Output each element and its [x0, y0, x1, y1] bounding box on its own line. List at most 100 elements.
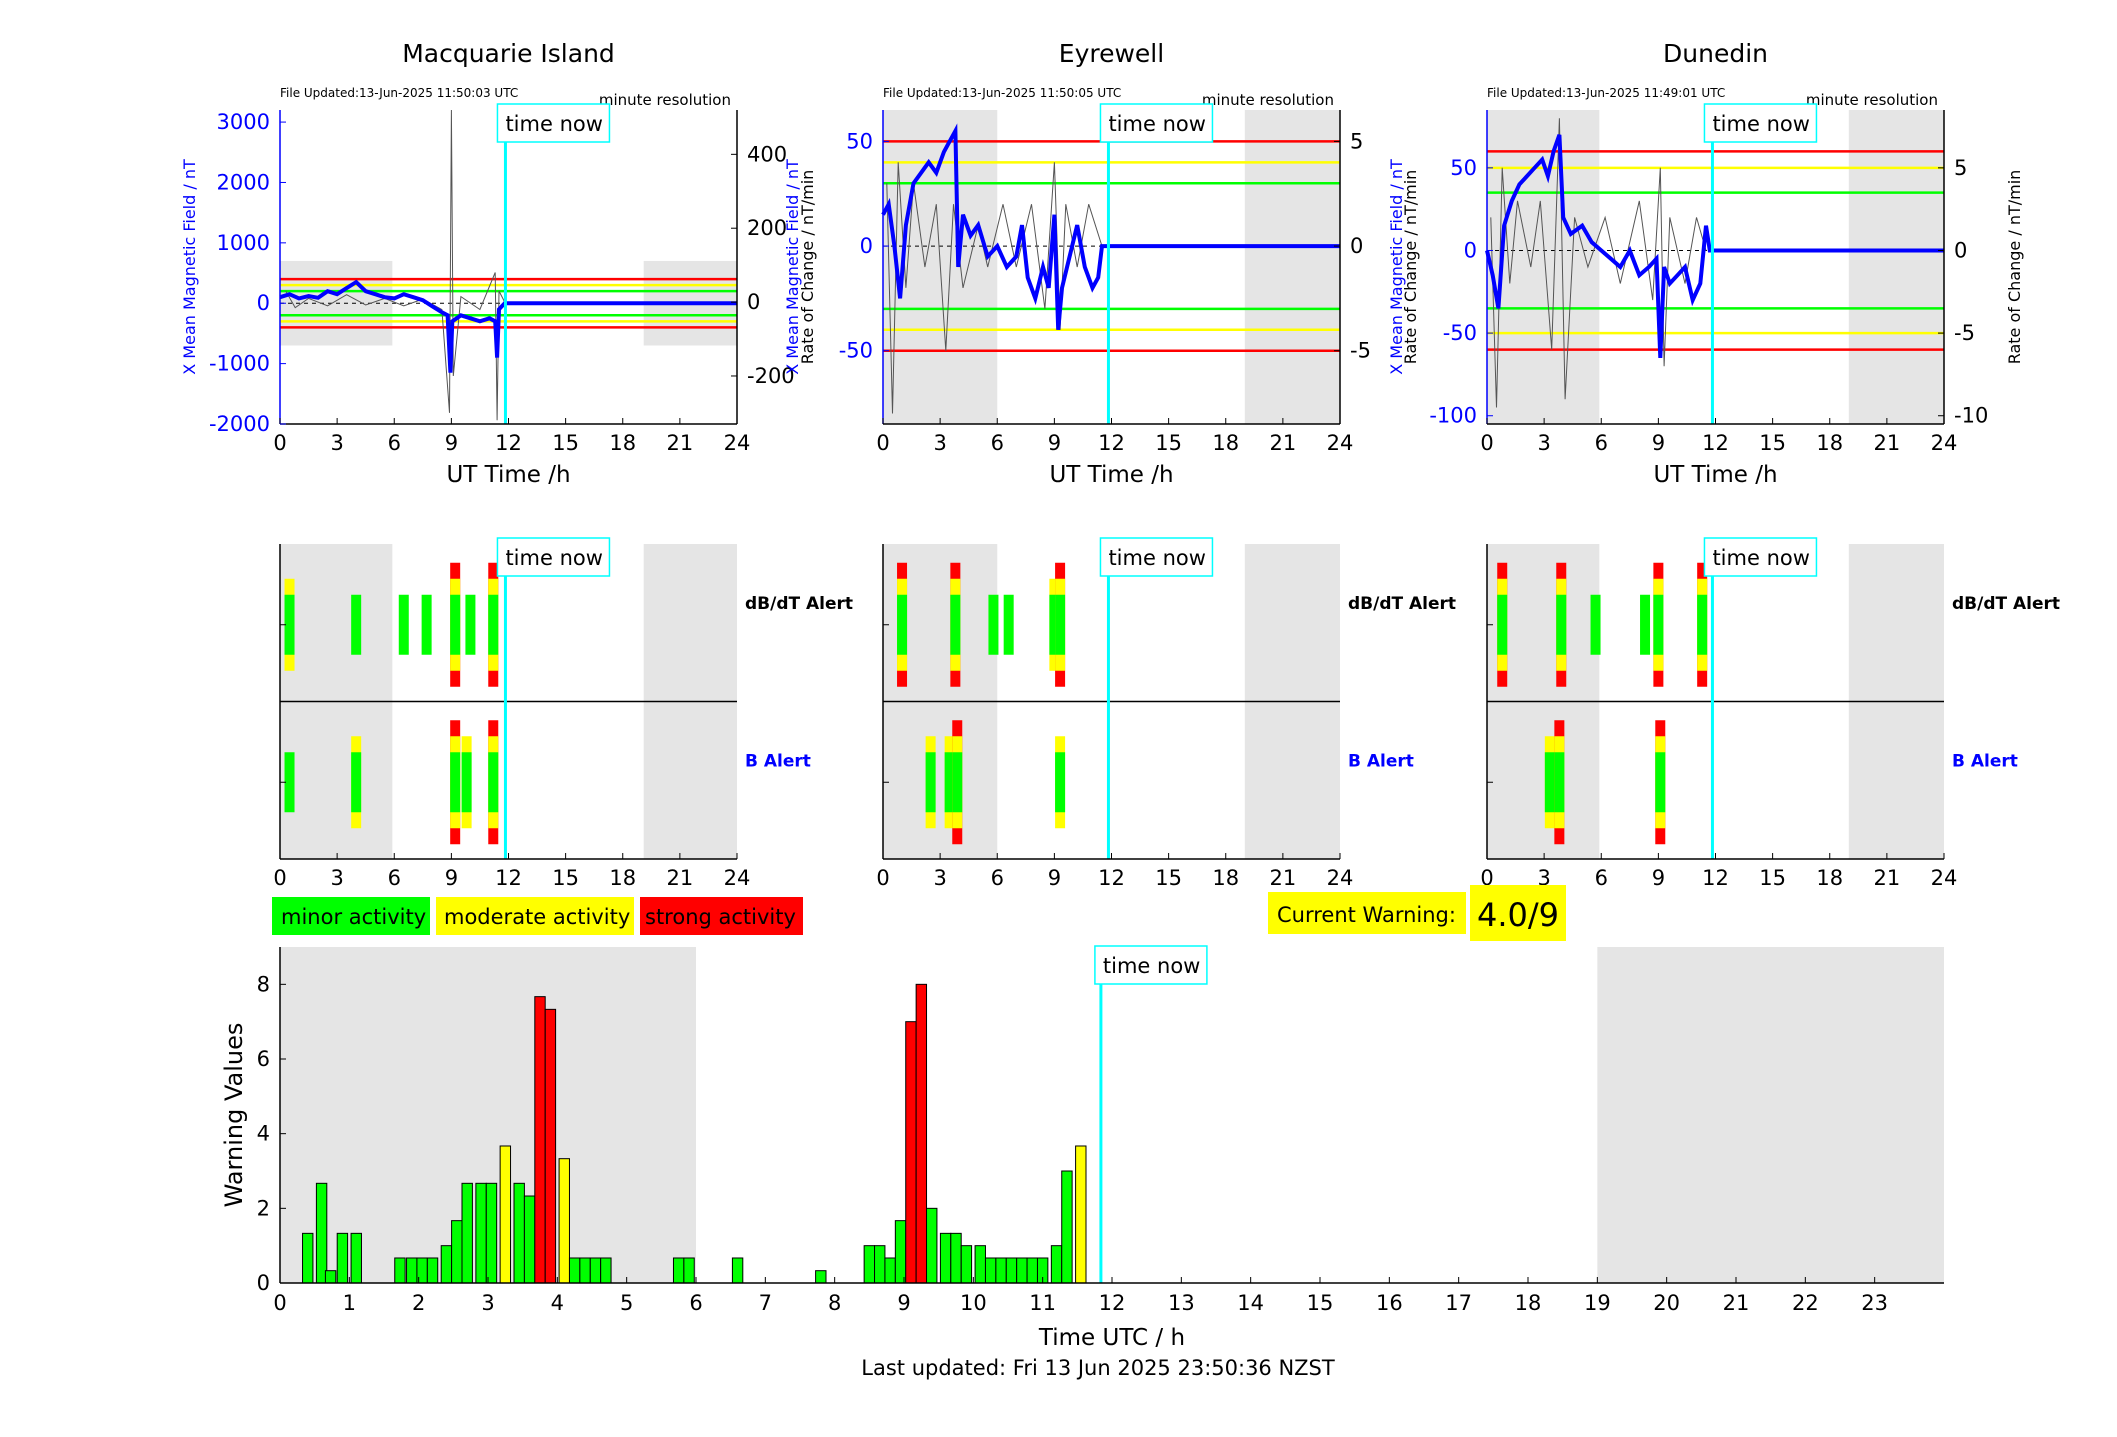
x-tick-label: 21: [1874, 866, 1901, 890]
warning-bar: [523, 1195, 536, 1284]
warning-bar: [884, 1257, 896, 1284]
warning-bar: [894, 1220, 907, 1284]
alert-mark: [1554, 752, 1565, 813]
warning-bar: [485, 1182, 498, 1284]
x-tick-label: 7: [759, 1291, 772, 1315]
file-updated-text: File Updated:13-Jun-2025 11:50:05 UTC: [883, 86, 1121, 100]
x-tick-label: 9: [1048, 431, 1061, 455]
x-tick-label: 9: [1652, 431, 1665, 455]
right-axis-title: Rate of Change / nT/min: [1401, 170, 1420, 365]
y2-tick-label: -200: [747, 364, 795, 388]
x-tick-label: 16: [1376, 1291, 1403, 1315]
alert-mark: [1055, 752, 1066, 813]
legend-minor-swatch: [272, 897, 430, 935]
x-tick-label: 24: [724, 866, 751, 890]
x-axis-label: UT Time /h: [1049, 462, 1173, 488]
warning-bar: [589, 1257, 602, 1284]
x-tick-label: 3: [933, 431, 946, 455]
alert-mark: [1640, 594, 1651, 655]
b-alert-label: B Alert: [1348, 752, 1414, 772]
warning-bar: [939, 1232, 952, 1284]
x-tick-label: 0: [1480, 866, 1493, 890]
y2-tick-label: -5: [1954, 321, 1975, 345]
y-tick-label: 0: [860, 234, 873, 258]
x-tick-label: 12: [1098, 431, 1125, 455]
alert-panels: time now 0 3 6 9 12 15 18 21 24 dB/dT Alert B Alert…: [273, 537, 2060, 890]
station-title: Dunedin: [1663, 39, 1768, 68]
current-warning-label: Current Warning:: [1277, 903, 1456, 927]
warning-bar: [950, 1232, 962, 1284]
x-tick-label: 12: [1098, 866, 1125, 890]
alert-mark: [1590, 594, 1601, 655]
alert-mark: [944, 752, 955, 813]
x-tick-label: 0: [876, 866, 889, 890]
alert-panel: time now 0 3 6 9 12 15 18 21 24 dB/dT Alert B Alert: [876, 537, 1456, 890]
x-tick-label: 15: [1759, 866, 1786, 890]
warning-bar: [915, 983, 928, 1284]
alert-mark: [1544, 752, 1555, 813]
x-field-series: [279, 279, 737, 373]
x-tick-label: 21: [1874, 431, 1901, 455]
x-tick-label: 0: [273, 431, 286, 455]
x-tick-label: 18: [609, 431, 636, 455]
y2-tick-label: 0: [747, 290, 760, 314]
current-warning-value: 4.0/9: [1477, 896, 1559, 934]
legend-minor-label: minor activity: [281, 905, 426, 929]
night-shade: [1848, 110, 1944, 424]
x-tick-label: 21: [667, 866, 694, 890]
warning-bar: [440, 1245, 453, 1284]
time-now-label: time now: [1712, 546, 1809, 570]
current-warning: Current Warning: 4.0/9: [1268, 885, 1566, 941]
alert-mark: [1653, 594, 1664, 655]
x-tick-label: 21: [1723, 1291, 1750, 1315]
y-tick-label: -100: [1429, 404, 1477, 428]
x-tick-label: 5: [620, 1291, 633, 1315]
x-tick-label: 6: [689, 1291, 702, 1315]
b-alert-label: B Alert: [1952, 752, 2018, 772]
x-tick-label: 24: [1327, 866, 1354, 890]
alert-mark: [421, 594, 432, 655]
x-tick-label: 24: [1931, 866, 1958, 890]
x-tick-label: 10: [960, 1291, 987, 1315]
warning-bar: [815, 1270, 827, 1284]
x-tick-label: 24: [724, 431, 751, 455]
warning-bar: [475, 1182, 487, 1284]
warning-bar: [683, 1257, 695, 1284]
legend-moderate-swatch: [436, 897, 634, 935]
x-tick-label: 0: [876, 431, 889, 455]
x-tick-label: 15: [1155, 866, 1182, 890]
time-now-label: time now: [1108, 112, 1205, 136]
dbdt-alert-label: dB/dT Alert: [1348, 594, 1456, 614]
warning-bar: [426, 1257, 439, 1284]
x-tick-label: 21: [1270, 866, 1297, 890]
time-now-label: time now: [1103, 954, 1200, 978]
y-tick-label: -1000: [209, 352, 270, 376]
y2-tick-label: 0: [1350, 234, 1363, 258]
y-tick-label: 6: [257, 1047, 270, 1071]
warning-bar: [558, 1158, 570, 1284]
x-tick-label: 23: [1861, 1291, 1888, 1315]
station-panel: Eyrewell File Updated:13-Jun-2025 11:50:0…: [783, 39, 1420, 488]
legend-strong-swatch: [640, 897, 803, 935]
warning-bar: [544, 1008, 557, 1284]
x-tick-label: 18: [609, 866, 636, 890]
alert-mark: [461, 752, 472, 813]
station-panel: Dunedin File Updated:13-Jun-2025 11:49:01…: [1387, 39, 2024, 488]
x-tick-label: 15: [1307, 1291, 1334, 1315]
warning-bar: [1061, 1170, 1073, 1284]
x-tick-label: 12: [495, 866, 522, 890]
x-tick-label: 3: [481, 1291, 494, 1315]
rate-of-change-series: [1490, 118, 1707, 408]
file-updated-text: File Updated:13-Jun-2025 11:49:01 UTC: [1487, 86, 1725, 100]
x-tick-label: 9: [1048, 866, 1061, 890]
resolution-note: minute resolution: [599, 91, 731, 109]
b-alert-label: B Alert: [745, 752, 811, 772]
alert-mark: [1003, 594, 1014, 655]
y-tick-label: 2000: [217, 170, 270, 194]
x-tick-label: 14: [1237, 1291, 1264, 1315]
warning-bar: [513, 1182, 525, 1284]
y-tick-label: 50: [846, 129, 873, 153]
x-tick-label: 20: [1653, 1291, 1680, 1315]
alert-mark: [925, 752, 936, 813]
y-axis-label: Warning Values: [220, 1023, 248, 1208]
